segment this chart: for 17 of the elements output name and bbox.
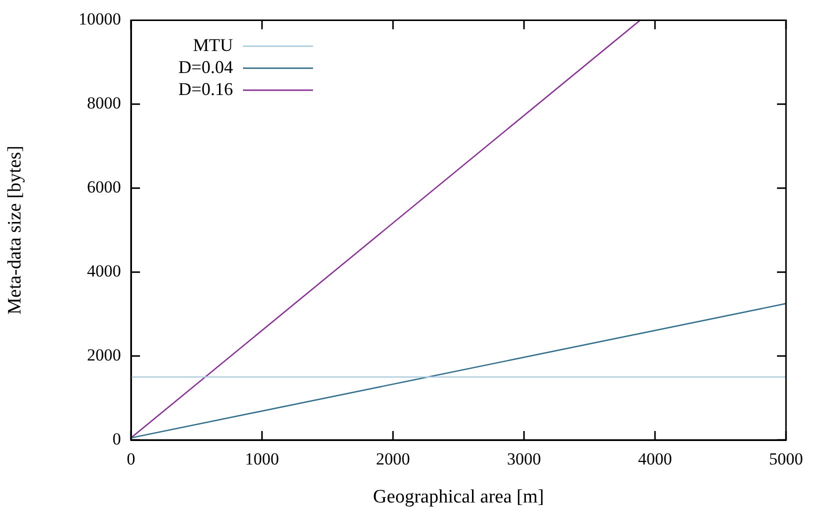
y-tick-label: 0 <box>112 429 121 448</box>
x-tick-label: 2000 <box>376 450 410 469</box>
legend-label: MTU <box>193 34 233 55</box>
y-tick-label: 10000 <box>78 10 121 29</box>
legend-label: D=0.04 <box>178 56 233 77</box>
x-axis-title: Geographical area [m] <box>373 486 544 508</box>
y-tick-label: 6000 <box>87 178 121 197</box>
x-tick-label: 0 <box>126 450 136 469</box>
y-tick-label: 4000 <box>87 262 121 281</box>
y-tick-label: 8000 <box>87 94 121 113</box>
x-tick-label: 4000 <box>638 450 672 469</box>
x-tick-label: 5000 <box>769 450 803 469</box>
x-tick-label: 1000 <box>245 450 279 469</box>
y-axis-title: Meta-data size [bytes] <box>4 146 26 315</box>
x-tick-label: 3000 <box>507 450 541 469</box>
legend-label: D=0.16 <box>178 78 233 99</box>
y-tick-label: 2000 <box>87 346 121 365</box>
